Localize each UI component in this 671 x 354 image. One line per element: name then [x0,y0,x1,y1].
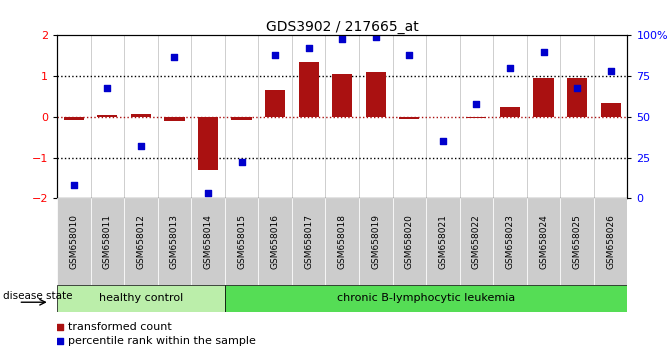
Bar [325,198,359,285]
Bar [366,72,386,117]
Point [505,65,515,71]
Point [471,101,482,107]
Bar [158,198,191,285]
Text: GSM658018: GSM658018 [338,214,347,269]
Text: transformed count: transformed count [68,322,172,332]
Bar [560,198,594,285]
Bar [124,198,158,285]
Point [102,85,113,90]
Text: GSM658017: GSM658017 [304,214,313,269]
Point [437,138,448,144]
Text: GSM658011: GSM658011 [103,214,112,269]
Bar [225,285,627,312]
Text: disease state: disease state [3,291,73,301]
Text: chronic B-lymphocytic leukemia: chronic B-lymphocytic leukemia [337,293,515,303]
Point [303,46,314,51]
Bar [191,198,225,285]
Bar [460,198,493,285]
Point [220,150,231,155]
Point [236,160,247,165]
Bar [601,103,621,117]
Point [203,190,213,196]
Point [538,49,549,55]
Text: GSM658023: GSM658023 [505,214,515,269]
Bar [299,62,319,117]
Bar [493,198,527,285]
Bar [225,198,258,285]
Bar [466,117,486,118]
Bar [57,285,225,312]
Point [404,52,415,58]
Text: GSM658020: GSM658020 [405,214,414,269]
Bar [332,74,352,117]
Bar [231,117,252,120]
Text: GSM658014: GSM658014 [203,214,213,269]
Text: GSM658025: GSM658025 [572,214,582,269]
Text: GSM658016: GSM658016 [270,214,280,269]
Point [572,85,582,90]
Point [68,182,79,188]
Text: healthy control: healthy control [99,293,183,303]
Text: GSM658010: GSM658010 [69,214,79,269]
Text: GSM658019: GSM658019 [371,214,380,269]
Text: GSM658012: GSM658012 [136,214,146,269]
Text: GSM658024: GSM658024 [539,214,548,269]
Bar [533,78,554,117]
Bar [500,107,520,117]
Bar [393,198,426,285]
Point [169,54,180,59]
Text: GSM658022: GSM658022 [472,214,481,269]
Bar [164,117,185,121]
Bar [265,90,285,117]
Bar [198,117,218,170]
Bar [426,198,460,285]
Bar [57,198,91,285]
Bar [131,114,151,117]
Bar [594,198,627,285]
Point [605,68,616,74]
Bar [567,78,587,117]
Point [270,52,280,58]
Point [136,143,146,149]
Bar [97,115,117,117]
Point [370,34,381,40]
Text: percentile rank within the sample: percentile rank within the sample [68,336,256,346]
Bar [292,198,325,285]
Bar [64,117,84,120]
Text: GSM658015: GSM658015 [237,214,246,269]
Bar [359,198,393,285]
Bar [399,117,419,119]
Bar [91,198,124,285]
Bar [527,198,560,285]
Title: GDS3902 / 217665_at: GDS3902 / 217665_at [266,21,419,34]
Text: GSM658021: GSM658021 [438,214,448,269]
Bar [258,198,292,285]
Text: GSM658026: GSM658026 [606,214,615,269]
Point [337,36,348,41]
Text: GSM658013: GSM658013 [170,214,179,269]
Point [220,279,231,284]
